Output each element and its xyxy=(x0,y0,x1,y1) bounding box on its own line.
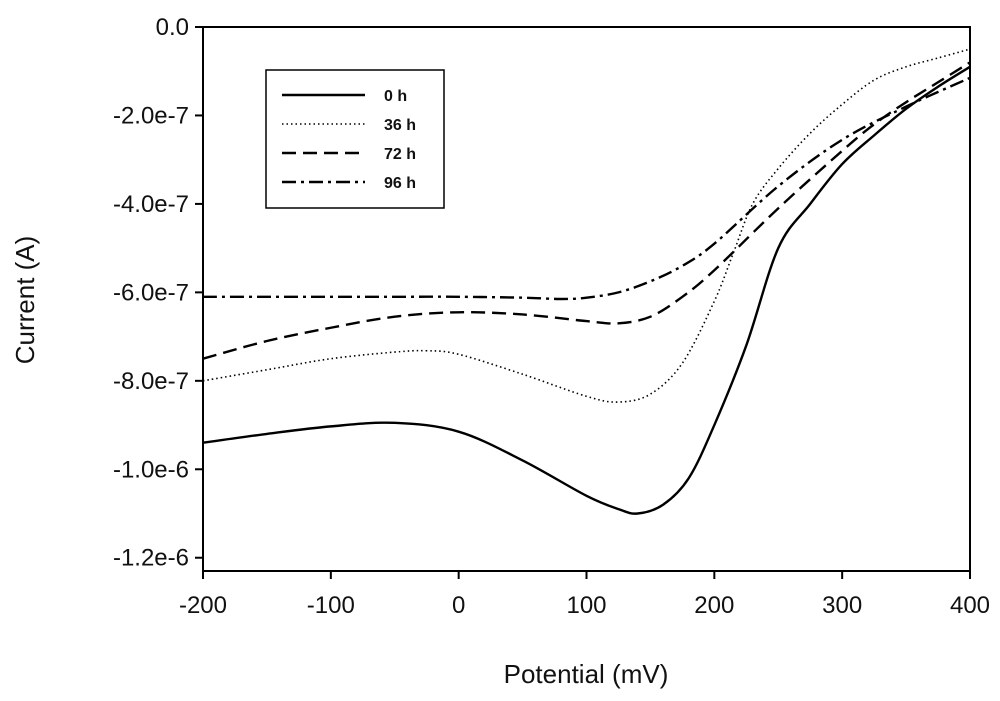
x-axis-label: Potential (mV) xyxy=(504,659,669,689)
legend: 0 h 36 h 72 h 96 h xyxy=(265,69,445,209)
x-tick-label: 200 xyxy=(694,592,734,619)
legend-label: 96 h xyxy=(384,175,416,192)
x-tick-label: 0 xyxy=(452,592,465,619)
y-tick-label: -2.0e-7 xyxy=(113,102,189,129)
legend-label: 0 h xyxy=(384,88,407,105)
y-tick-label: 0.0 xyxy=(156,14,189,41)
x-tick-label: 100 xyxy=(566,592,606,619)
legend-label: 72 h xyxy=(384,146,416,163)
y-tick-label: -1.0e-6 xyxy=(113,456,189,483)
series-line-0h xyxy=(202,65,971,515)
y-tick-label: -4.0e-7 xyxy=(113,191,189,218)
legend-box xyxy=(265,69,445,209)
x-axis-ticks: -200 -100 0 100 200 300 400 xyxy=(179,571,990,619)
series-line-96h xyxy=(202,76,971,301)
y-tick-label: -6.0e-7 xyxy=(113,279,189,306)
legend-label: 36 h xyxy=(384,117,416,134)
y-axis-ticks: 0.0 -2.0e-7 -4.0e-7 -6.0e-7 -8.0e-7 -1.0e-6 -1… xyxy=(113,14,203,572)
series-line-72h xyxy=(202,61,971,360)
x-tick-label: 400 xyxy=(950,592,990,619)
x-tick-label: -100 xyxy=(307,592,355,619)
series-lines xyxy=(202,48,971,515)
x-tick-label: -200 xyxy=(179,592,227,619)
y-axis-label: Current (A) xyxy=(10,236,40,365)
y-tick-label: -1.2e-6 xyxy=(113,545,189,572)
x-tick-label: 300 xyxy=(822,592,862,619)
y-tick-label: -8.0e-7 xyxy=(113,368,189,395)
